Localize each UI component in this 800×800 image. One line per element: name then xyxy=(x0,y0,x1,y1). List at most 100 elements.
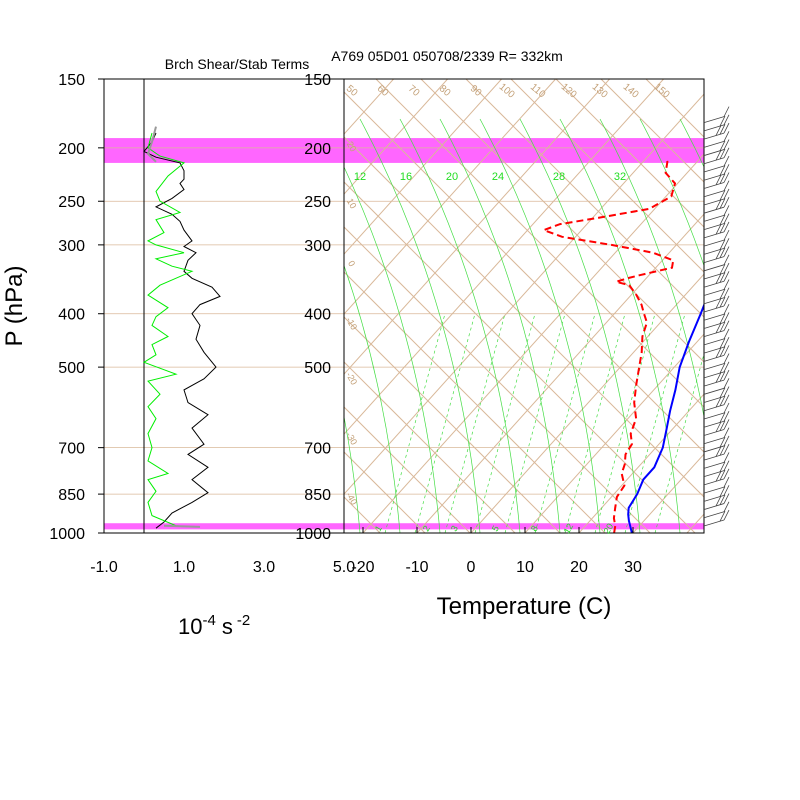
wind-barb-staff xyxy=(703,363,725,370)
wind-barb-staff xyxy=(703,412,725,420)
dry-adiabat-label: 150 xyxy=(652,82,672,101)
wind-barb-flag xyxy=(723,336,730,348)
wind-barb xyxy=(703,205,730,222)
moist-adiabat-line xyxy=(559,118,681,533)
wind-barb xyxy=(703,287,730,305)
highlight-bands xyxy=(104,138,704,530)
wind-barb-flag xyxy=(723,271,730,282)
mixing-ratio-label: 3 xyxy=(449,524,460,533)
wind-barb-flag xyxy=(723,205,730,216)
wind-barb-flag xyxy=(719,412,726,423)
wind-barb-flag xyxy=(723,262,730,274)
wind-barb xyxy=(703,320,730,338)
wind-barb-flag xyxy=(719,222,726,234)
wind-barb xyxy=(703,485,730,502)
wind-barb-flag xyxy=(723,509,730,521)
wind-barb xyxy=(703,188,730,206)
moist-adiabat-label: 16 xyxy=(400,171,412,183)
moist-adiabat-label: 32 xyxy=(614,171,626,183)
mixing-ratio-label: 5 xyxy=(490,524,501,533)
wind-barb xyxy=(703,254,730,272)
wind-barb-staff xyxy=(703,379,725,387)
mixing-ratio-line xyxy=(564,313,626,533)
chart-labels: 1502002503004005007008501000150200250300… xyxy=(1,48,672,639)
wind-barb xyxy=(703,378,730,395)
isotherm-line xyxy=(524,333,704,533)
mid-ytick-label: 500 xyxy=(304,360,331,377)
moist-adiabat-label: 12 xyxy=(354,171,366,183)
wind-barb-flag xyxy=(723,345,730,356)
wind-barb-flag xyxy=(719,189,726,201)
left-ytick-label: 250 xyxy=(58,194,85,211)
wind-barb-staff xyxy=(703,132,725,140)
wind-barb-staff xyxy=(703,182,725,189)
wind-barb-flag xyxy=(719,486,726,497)
wind-barb-flag xyxy=(715,396,722,408)
wind-barb-flag xyxy=(715,471,722,482)
right-xtick-label: 30 xyxy=(624,559,642,576)
wind-barb xyxy=(703,114,730,132)
wind-barb-flag xyxy=(715,298,722,309)
wind-barb-flag xyxy=(723,155,730,167)
wind-barb-flag xyxy=(719,247,726,258)
isotherm-label: 20 xyxy=(345,140,359,154)
wind-barb-flag xyxy=(723,361,730,373)
right-xtick-label: 20 xyxy=(570,559,588,576)
mid-ytick-label: 150 xyxy=(304,72,331,89)
wind-barb-flag xyxy=(715,174,722,186)
wind-barb-flag xyxy=(715,347,722,358)
mid-ytick-label: 850 xyxy=(304,487,331,504)
wind-barb-flag xyxy=(719,214,726,226)
wind-barb-flag xyxy=(715,322,722,334)
wind-barb-flag xyxy=(715,199,722,210)
left-ytick-label: 400 xyxy=(58,307,85,324)
wind-barb-flag xyxy=(719,461,726,473)
isotherm-line xyxy=(795,79,800,533)
left-ytick-label: 300 xyxy=(58,238,85,255)
wind-barb-flag xyxy=(723,287,730,298)
wind-barb-flag xyxy=(723,197,730,208)
wind-barb xyxy=(703,353,730,370)
isotherm-line xyxy=(416,213,704,533)
left-xtick-label: 5.0 xyxy=(333,559,355,576)
mixing-ratio-label: 2 xyxy=(421,524,432,533)
moist-adiabat-line xyxy=(344,264,401,533)
isotherm-label: 10 xyxy=(345,197,359,211)
wind-barb-flag xyxy=(723,229,730,241)
right-xtick-label: 10 xyxy=(516,559,534,576)
wind-barb-flag xyxy=(723,476,730,488)
wind-barb-flag xyxy=(723,452,730,463)
wind-barb-flag xyxy=(719,288,726,300)
wind-barb xyxy=(703,164,730,181)
moist-adiabat-line xyxy=(479,118,601,533)
wind-barb-flag xyxy=(719,148,726,160)
wind-barb-flag xyxy=(723,485,730,496)
mixing-ratio-line xyxy=(534,313,596,533)
wind-barb-flag xyxy=(715,421,722,433)
wind-barb xyxy=(703,172,730,189)
wind-barb xyxy=(703,262,730,280)
highlight-band-bottom xyxy=(104,523,704,530)
wind-barb-flag xyxy=(715,248,722,260)
right-xaxis-label: Temperature (C) xyxy=(437,593,612,620)
wind-barb xyxy=(703,312,730,329)
mid-ytick-label: 250 xyxy=(304,194,331,211)
wind-barb-staff xyxy=(703,330,725,338)
right-xtick-label: -10 xyxy=(405,559,428,576)
wind-barb-flag xyxy=(723,254,730,265)
dry-adiabat-label: 110 xyxy=(528,82,548,101)
mixing-ratio-label: 20 xyxy=(602,522,616,536)
moist-adiabat-label: 20 xyxy=(446,171,458,183)
wind-barb-staff xyxy=(703,519,725,527)
wind-barb-staff xyxy=(703,503,725,510)
wind-barb-flag xyxy=(723,164,730,175)
wind-barb xyxy=(703,328,730,346)
wind-barb-staff xyxy=(703,453,725,461)
wind-barb xyxy=(703,246,730,263)
moist-adiabat-line xyxy=(439,118,561,533)
wind-barb-flag xyxy=(719,362,726,374)
mid-ytick-label: 300 xyxy=(304,238,331,255)
wind-barb xyxy=(703,279,730,296)
wind-barb-flag xyxy=(723,106,730,117)
